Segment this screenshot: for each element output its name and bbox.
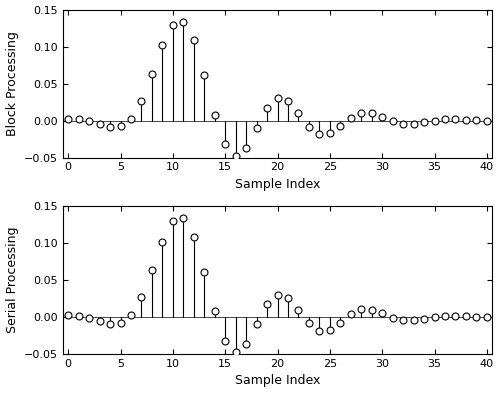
X-axis label: Sample Index: Sample Index bbox=[235, 375, 320, 387]
Y-axis label: Block Processing: Block Processing bbox=[6, 31, 18, 136]
X-axis label: Sample Index: Sample Index bbox=[235, 178, 320, 191]
Y-axis label: Serial Processing: Serial Processing bbox=[6, 227, 18, 333]
